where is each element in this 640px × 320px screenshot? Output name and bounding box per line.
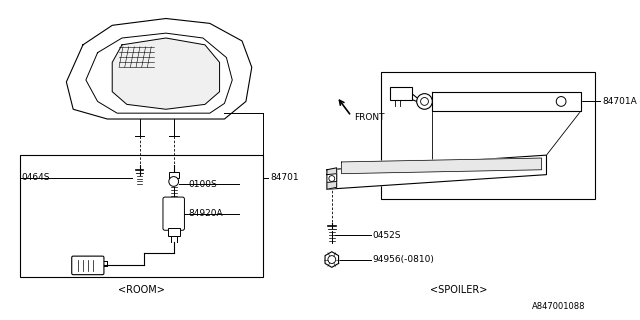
FancyBboxPatch shape	[163, 197, 184, 230]
Circle shape	[329, 176, 335, 181]
Bar	[390, 87, 412, 100]
Bar	[169, 172, 179, 178]
Polygon shape	[327, 168, 337, 189]
Circle shape	[420, 98, 428, 105]
Circle shape	[556, 97, 566, 106]
Bar	[168, 228, 180, 236]
Polygon shape	[67, 19, 252, 119]
Text: <SPOILER>: <SPOILER>	[430, 285, 487, 295]
Polygon shape	[342, 158, 541, 174]
Text: <ROOM>: <ROOM>	[118, 285, 165, 295]
Polygon shape	[86, 33, 232, 113]
Polygon shape	[327, 174, 337, 182]
Bar	[19, 155, 264, 277]
Polygon shape	[325, 252, 339, 267]
Text: A847001088: A847001088	[532, 302, 586, 311]
Bar	[381, 72, 595, 199]
Text: FRONT: FRONT	[355, 113, 385, 122]
Text: 84920A: 84920A	[188, 209, 223, 218]
Polygon shape	[432, 92, 580, 111]
Circle shape	[169, 177, 179, 186]
Text: 84701A: 84701A	[602, 97, 637, 106]
Circle shape	[417, 94, 432, 109]
Text: 0100S: 0100S	[188, 180, 217, 189]
FancyBboxPatch shape	[72, 256, 104, 275]
Polygon shape	[327, 155, 547, 189]
Text: 0452S: 0452S	[372, 231, 401, 240]
Text: 0464S: 0464S	[22, 173, 50, 182]
Text: 84701: 84701	[270, 173, 299, 182]
Text: 94956(-0810): 94956(-0810)	[372, 255, 435, 264]
Polygon shape	[112, 38, 220, 109]
Circle shape	[328, 256, 336, 263]
